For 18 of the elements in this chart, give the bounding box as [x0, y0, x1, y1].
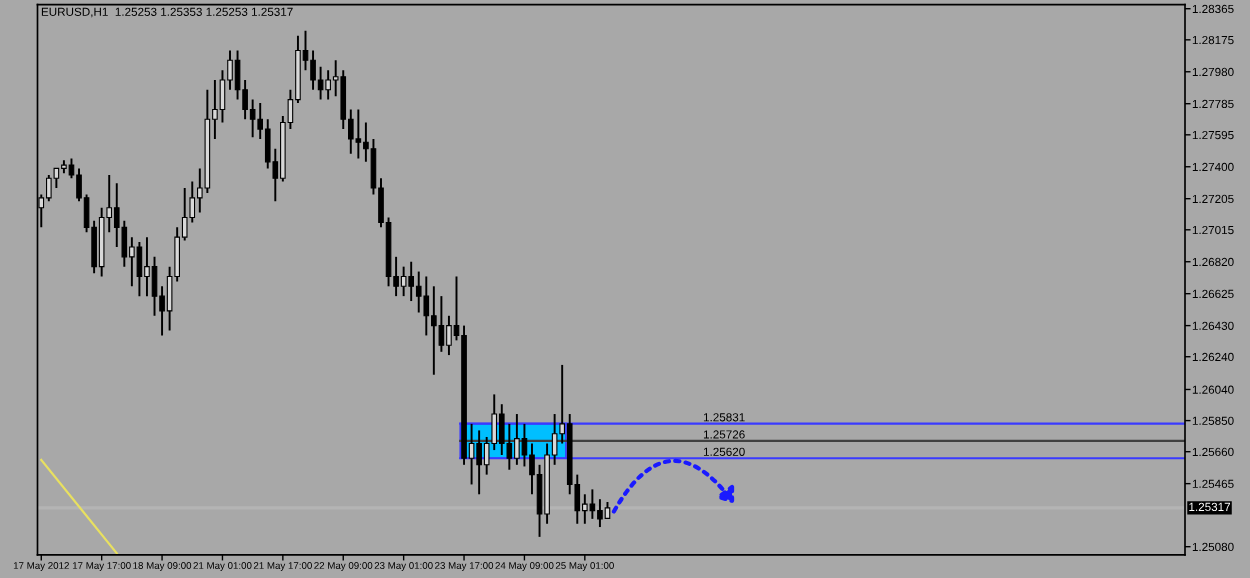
candlestick — [431, 285, 437, 376]
candlestick — [589, 488, 596, 520]
candlestick — [144, 236, 150, 298]
candlestick — [514, 413, 520, 466]
candlestick — [597, 498, 603, 529]
candlestick — [46, 173, 52, 203]
candlestick — [325, 69, 331, 101]
candlestick — [446, 314, 452, 357]
candlestick — [476, 429, 482, 496]
candlestick — [136, 241, 143, 298]
candlestick — [151, 255, 158, 317]
candlestick — [317, 65, 324, 101]
candlestick — [521, 422, 528, 468]
candlestick — [423, 275, 430, 337]
candlestick — [310, 49, 316, 91]
candlestick — [355, 108, 362, 160]
candlestick — [400, 265, 407, 298]
candlestick — [408, 260, 415, 303]
